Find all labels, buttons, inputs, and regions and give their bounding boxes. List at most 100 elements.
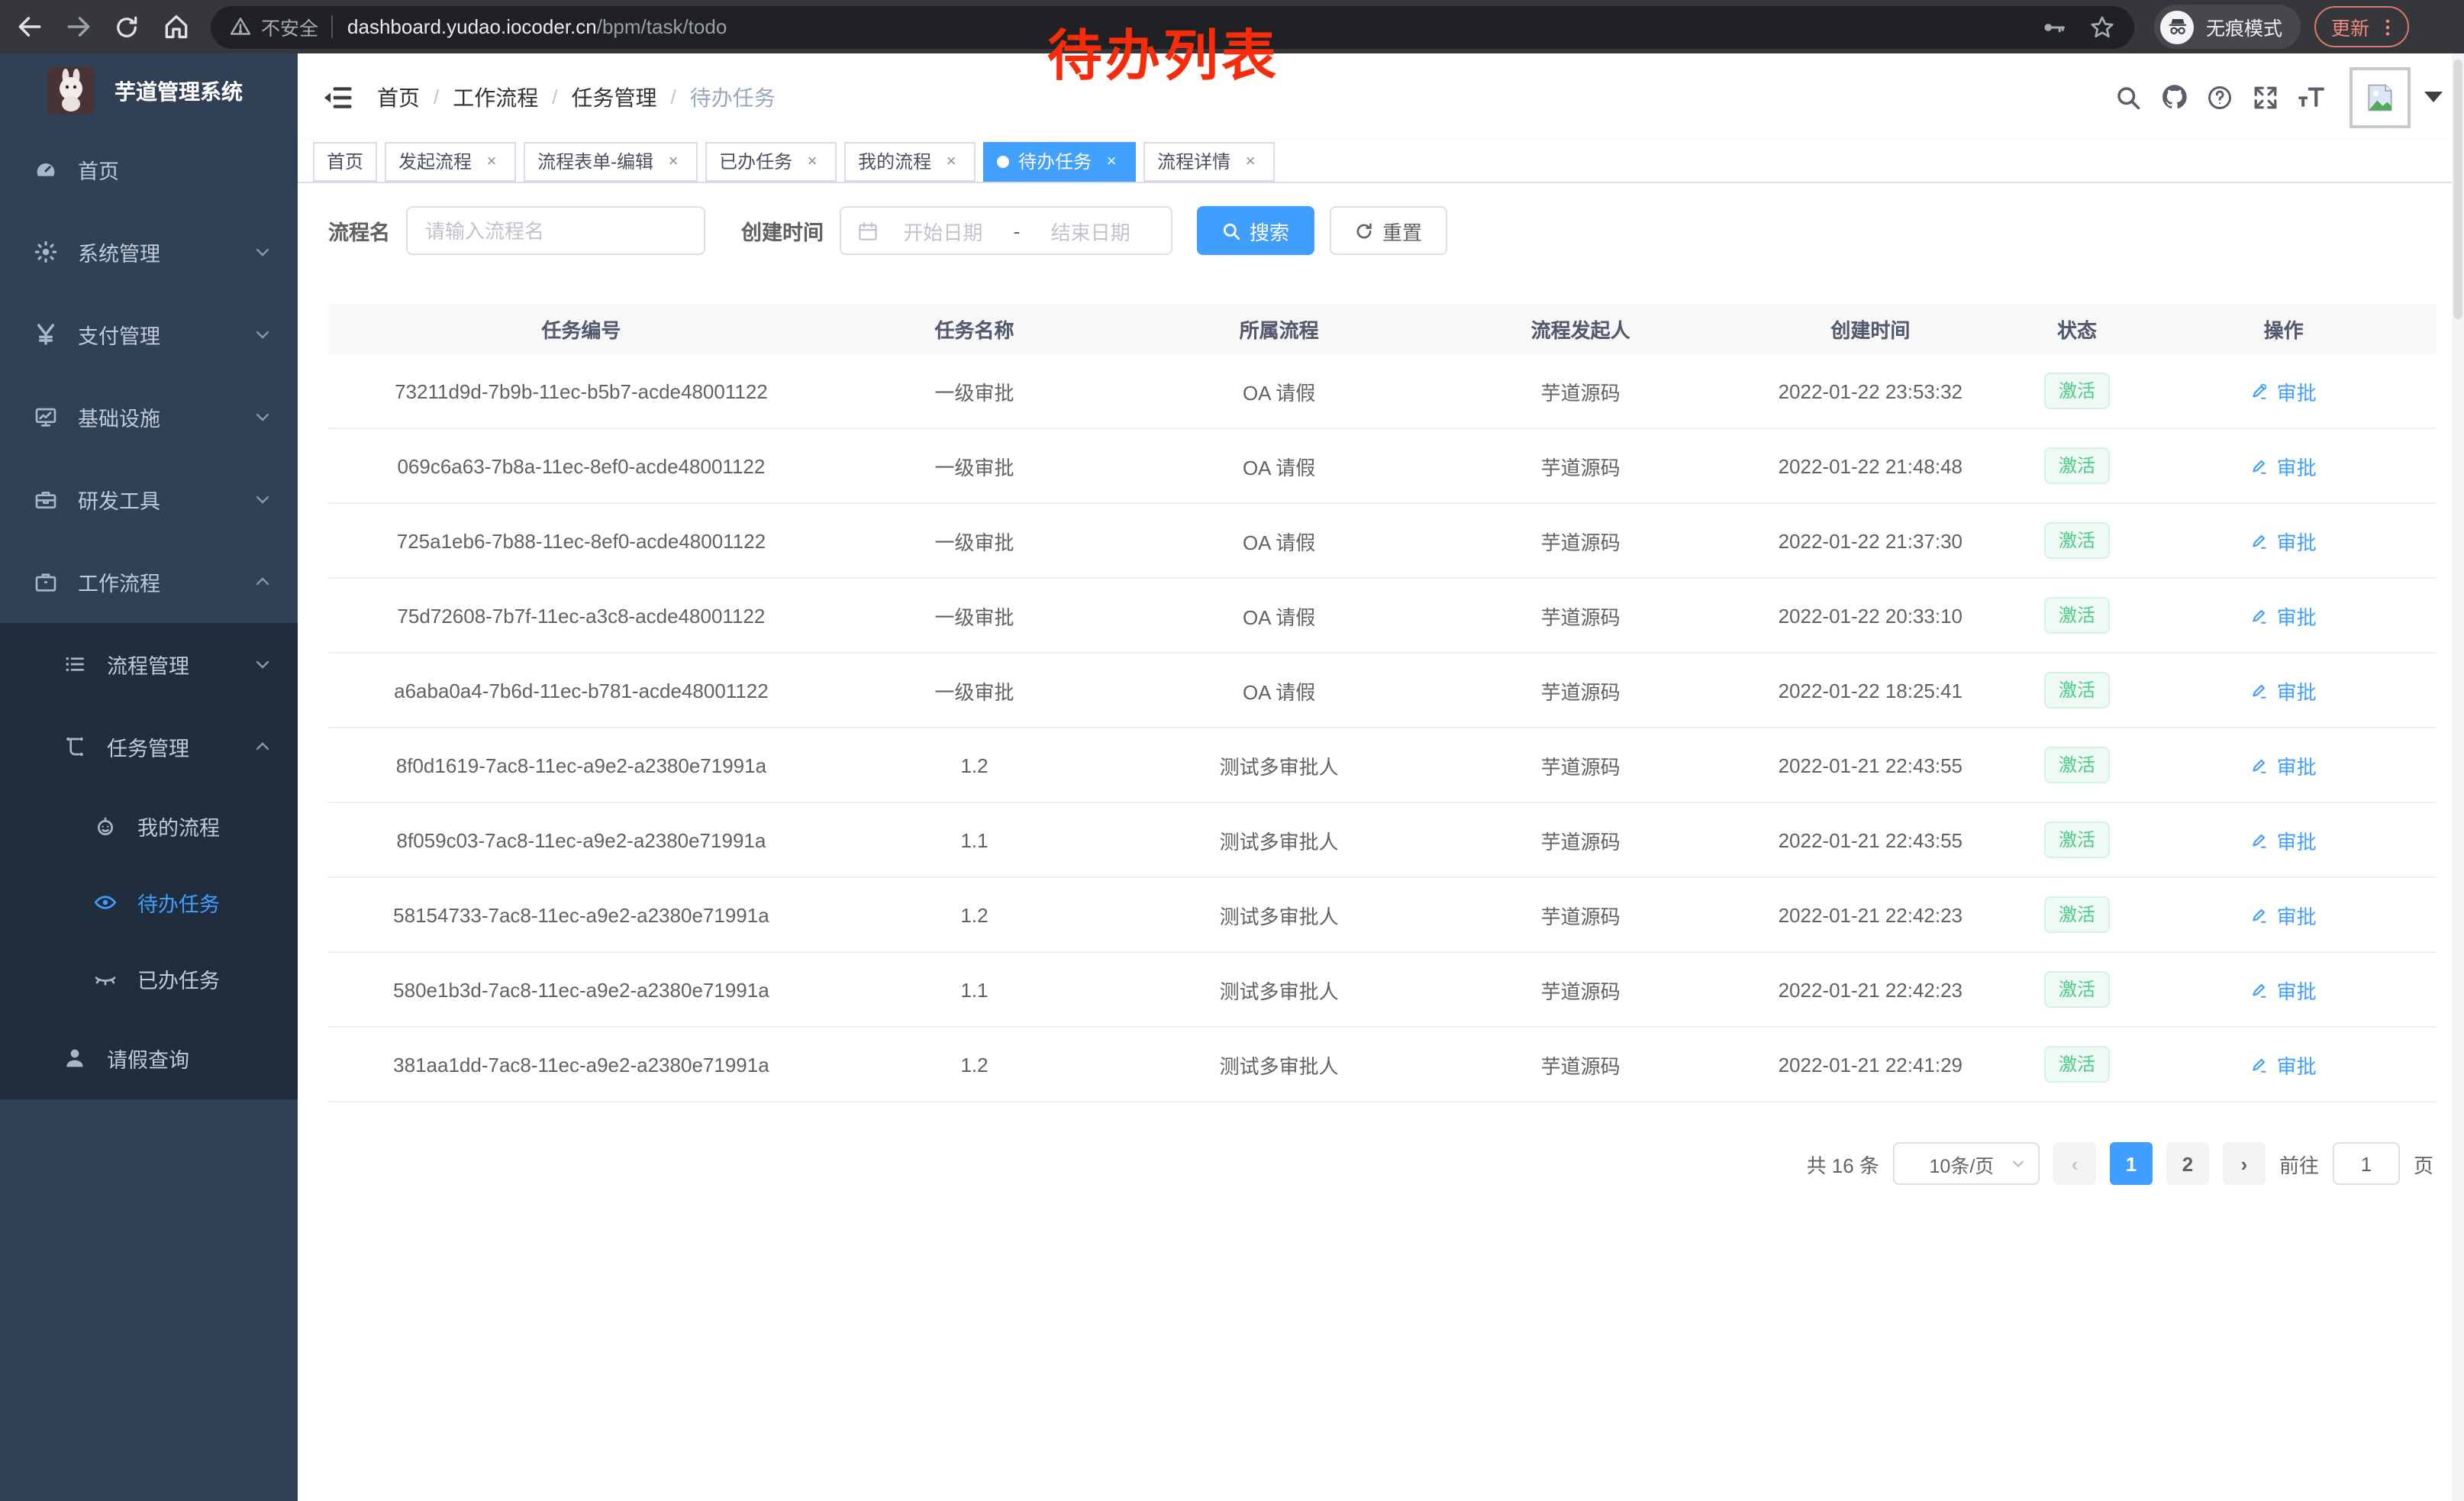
- tab-process-detail[interactable]: 流程详情 ×: [1143, 141, 1276, 181]
- approve-link[interactable]: 审批: [2251, 676, 2317, 705]
- approve-link[interactable]: 审批: [2251, 601, 2317, 630]
- breadcrumb-task-mgmt[interactable]: 任务管理: [571, 85, 657, 109]
- sidebar-item-todo-tasks[interactable]: 待办任务: [0, 864, 298, 941]
- password-key-icon[interactable]: [2040, 13, 2067, 40]
- help-icon[interactable]: [2197, 74, 2243, 120]
- search-icon: [1221, 221, 1240, 240]
- edit-pencil-icon: [2253, 908, 2267, 922]
- close-icon[interactable]: ×: [1106, 152, 1117, 170]
- address-bar[interactable]: 不安全 dashboard.yudao.iocoder.cn/bpm/task/…: [211, 5, 2134, 48]
- table-header-row: 任务编号 任务名称 所属流程 流程发起人 创建时间 状态 操作: [328, 304, 2437, 354]
- security-label[interactable]: 不安全: [261, 18, 319, 40]
- goto-page-input[interactable]: [2332, 1142, 2400, 1185]
- sidebar-item-done-tasks[interactable]: 已办任务: [0, 941, 298, 1017]
- page-button-2[interactable]: 2: [2166, 1142, 2209, 1185]
- approve-link[interactable]: 审批: [2251, 750, 2317, 780]
- close-icon[interactable]: ×: [1245, 152, 1256, 170]
- browser-forward-icon[interactable]: [58, 7, 98, 47]
- tab-start-process[interactable]: 发起流程 ×: [385, 141, 517, 181]
- chevron-down-icon: [253, 408, 272, 426]
- chevron-down-icon: [253, 490, 272, 508]
- close-icon[interactable]: ×: [946, 152, 956, 170]
- process-name-input[interactable]: [405, 206, 705, 255]
- search-icon[interactable]: [2105, 74, 2151, 120]
- sidebar-menu: 首页 系统管理 支付管理: [0, 128, 298, 1099]
- app-logo-row[interactable]: 芋道管理系统: [0, 53, 298, 128]
- approve-link[interactable]: 审批: [2251, 825, 2317, 854]
- sidebar-item-label: 待办任务: [137, 893, 220, 916]
- chevron-down-icon: [253, 655, 272, 673]
- bookmark-star-icon[interactable]: [2088, 13, 2116, 40]
- goto-unit: 页: [2413, 1154, 2433, 1177]
- refresh-icon: [1353, 221, 1373, 240]
- status-badge: 激活: [2044, 522, 2109, 559]
- status-badge: 激活: [2044, 1046, 2109, 1083]
- prev-page-button[interactable]: ‹: [2053, 1142, 2096, 1185]
- pagination: 共 16 条 10条/页 ‹ 1 2 › 前往 页: [328, 1142, 2433, 1185]
- reset-button[interactable]: 重置: [1329, 206, 1447, 255]
- sidebar-item-label: 研发工具: [78, 490, 160, 513]
- sidebar-item-workflow[interactable]: 工作流程: [0, 541, 298, 623]
- status-badge: 激活: [2044, 896, 2109, 933]
- sidebar-item-leave-query[interactable]: 请假查询: [0, 1017, 298, 1099]
- breadcrumb-workflow[interactable]: 工作流程: [453, 85, 539, 109]
- approve-link[interactable]: 审批: [2251, 526, 2317, 555]
- page-size-select[interactable]: 10条/页: [1892, 1142, 2040, 1185]
- browser-home-icon[interactable]: [156, 7, 195, 47]
- window-scrollbar[interactable]: [2452, 53, 2464, 1501]
- tab-my-process[interactable]: 我的流程 ×: [844, 141, 976, 181]
- workflow-submenu: 流程管理 任务管理: [0, 623, 298, 1099]
- incognito-icon: [2160, 10, 2194, 44]
- status-badge: 激活: [2044, 597, 2109, 634]
- approve-link[interactable]: 审批: [2251, 975, 2317, 1004]
- edit-pencil-icon: [2253, 758, 2267, 773]
- avatar-dropdown-caret[interactable]: [2424, 92, 2443, 102]
- sidebar-item-infrastructure[interactable]: 基础设施: [0, 376, 298, 458]
- browser-back-icon[interactable]: [9, 7, 49, 47]
- scrollbar-thumb[interactable]: [2453, 60, 2462, 319]
- fullscreen-icon[interactable]: [2243, 74, 2288, 120]
- end-date-placeholder[interactable]: 结束日期: [1050, 221, 1130, 244]
- breadcrumb-home[interactable]: 首页: [377, 85, 420, 109]
- sidebar-item-dev-tools[interactable]: 研发工具: [0, 458, 298, 541]
- start-date-placeholder[interactable]: 开始日期: [903, 221, 983, 244]
- next-page-button[interactable]: ›: [2222, 1142, 2266, 1185]
- edit-pencil-icon: [2253, 1057, 2267, 1072]
- date-range-picker[interactable]: 开始日期 - 结束日期: [839, 206, 1172, 255]
- browser-reload-icon[interactable]: [107, 7, 147, 47]
- sidebar-item-label: 首页: [78, 160, 119, 183]
- sidebar-item-system[interactable]: 系统管理: [0, 211, 298, 293]
- pagination-total: 共 16 条: [1806, 1154, 1879, 1177]
- chrome-update-button[interactable]: 更新: [2314, 6, 2410, 47]
- goto-label: 前往: [2279, 1154, 2319, 1177]
- sidebar-item-my-process[interactable]: 我的流程: [0, 788, 298, 864]
- update-label[interactable]: 更新: [2331, 18, 2370, 40]
- close-icon[interactable]: ×: [807, 152, 818, 170]
- tab-todo-tasks[interactable]: 待办任务 ×: [983, 141, 1137, 181]
- tab-home[interactable]: 首页: [313, 141, 378, 181]
- approve-link[interactable]: 审批: [2251, 376, 2317, 405]
- approve-link[interactable]: 审批: [2251, 451, 2317, 480]
- approve-link[interactable]: 审批: [2251, 1050, 2317, 1079]
- table-row: 8f059c03-7ac8-11ec-a9e2-a2380e71991a 1.1…: [328, 803, 2437, 878]
- yen-icon: [34, 322, 58, 347]
- sidebar-item-process-mgmt[interactable]: 流程管理: [0, 623, 298, 705]
- tab-form-edit[interactable]: 流程表单-编辑 ×: [524, 141, 698, 181]
- sidebar-item-payment[interactable]: 支付管理: [0, 293, 298, 376]
- not-secure-warning-icon: [229, 15, 252, 38]
- avatar[interactable]: [2350, 66, 2411, 128]
- sidebar-item-home[interactable]: 首页: [0, 128, 298, 211]
- sidebar-collapse-icon[interactable]: [322, 80, 356, 114]
- github-icon[interactable]: [2151, 74, 2197, 120]
- table-row: 58154733-7ac8-11ec-a9e2-a2380e71991a 1.2…: [328, 878, 2437, 953]
- edit-pencil-icon: [2253, 459, 2267, 473]
- font-size-icon[interactable]: [2288, 74, 2334, 120]
- sidebar-item-task-mgmt[interactable]: 任务管理: [0, 705, 298, 788]
- approve-link[interactable]: 审批: [2251, 900, 2317, 929]
- close-icon[interactable]: ×: [486, 152, 497, 170]
- search-button[interactable]: 搜索: [1196, 206, 1314, 255]
- close-icon[interactable]: ×: [668, 152, 679, 170]
- tab-done-tasks[interactable]: 已办任务 ×: [705, 141, 837, 181]
- sidebar-item-label: 工作流程: [78, 573, 160, 596]
- page-button-1[interactable]: 1: [2109, 1142, 2153, 1185]
